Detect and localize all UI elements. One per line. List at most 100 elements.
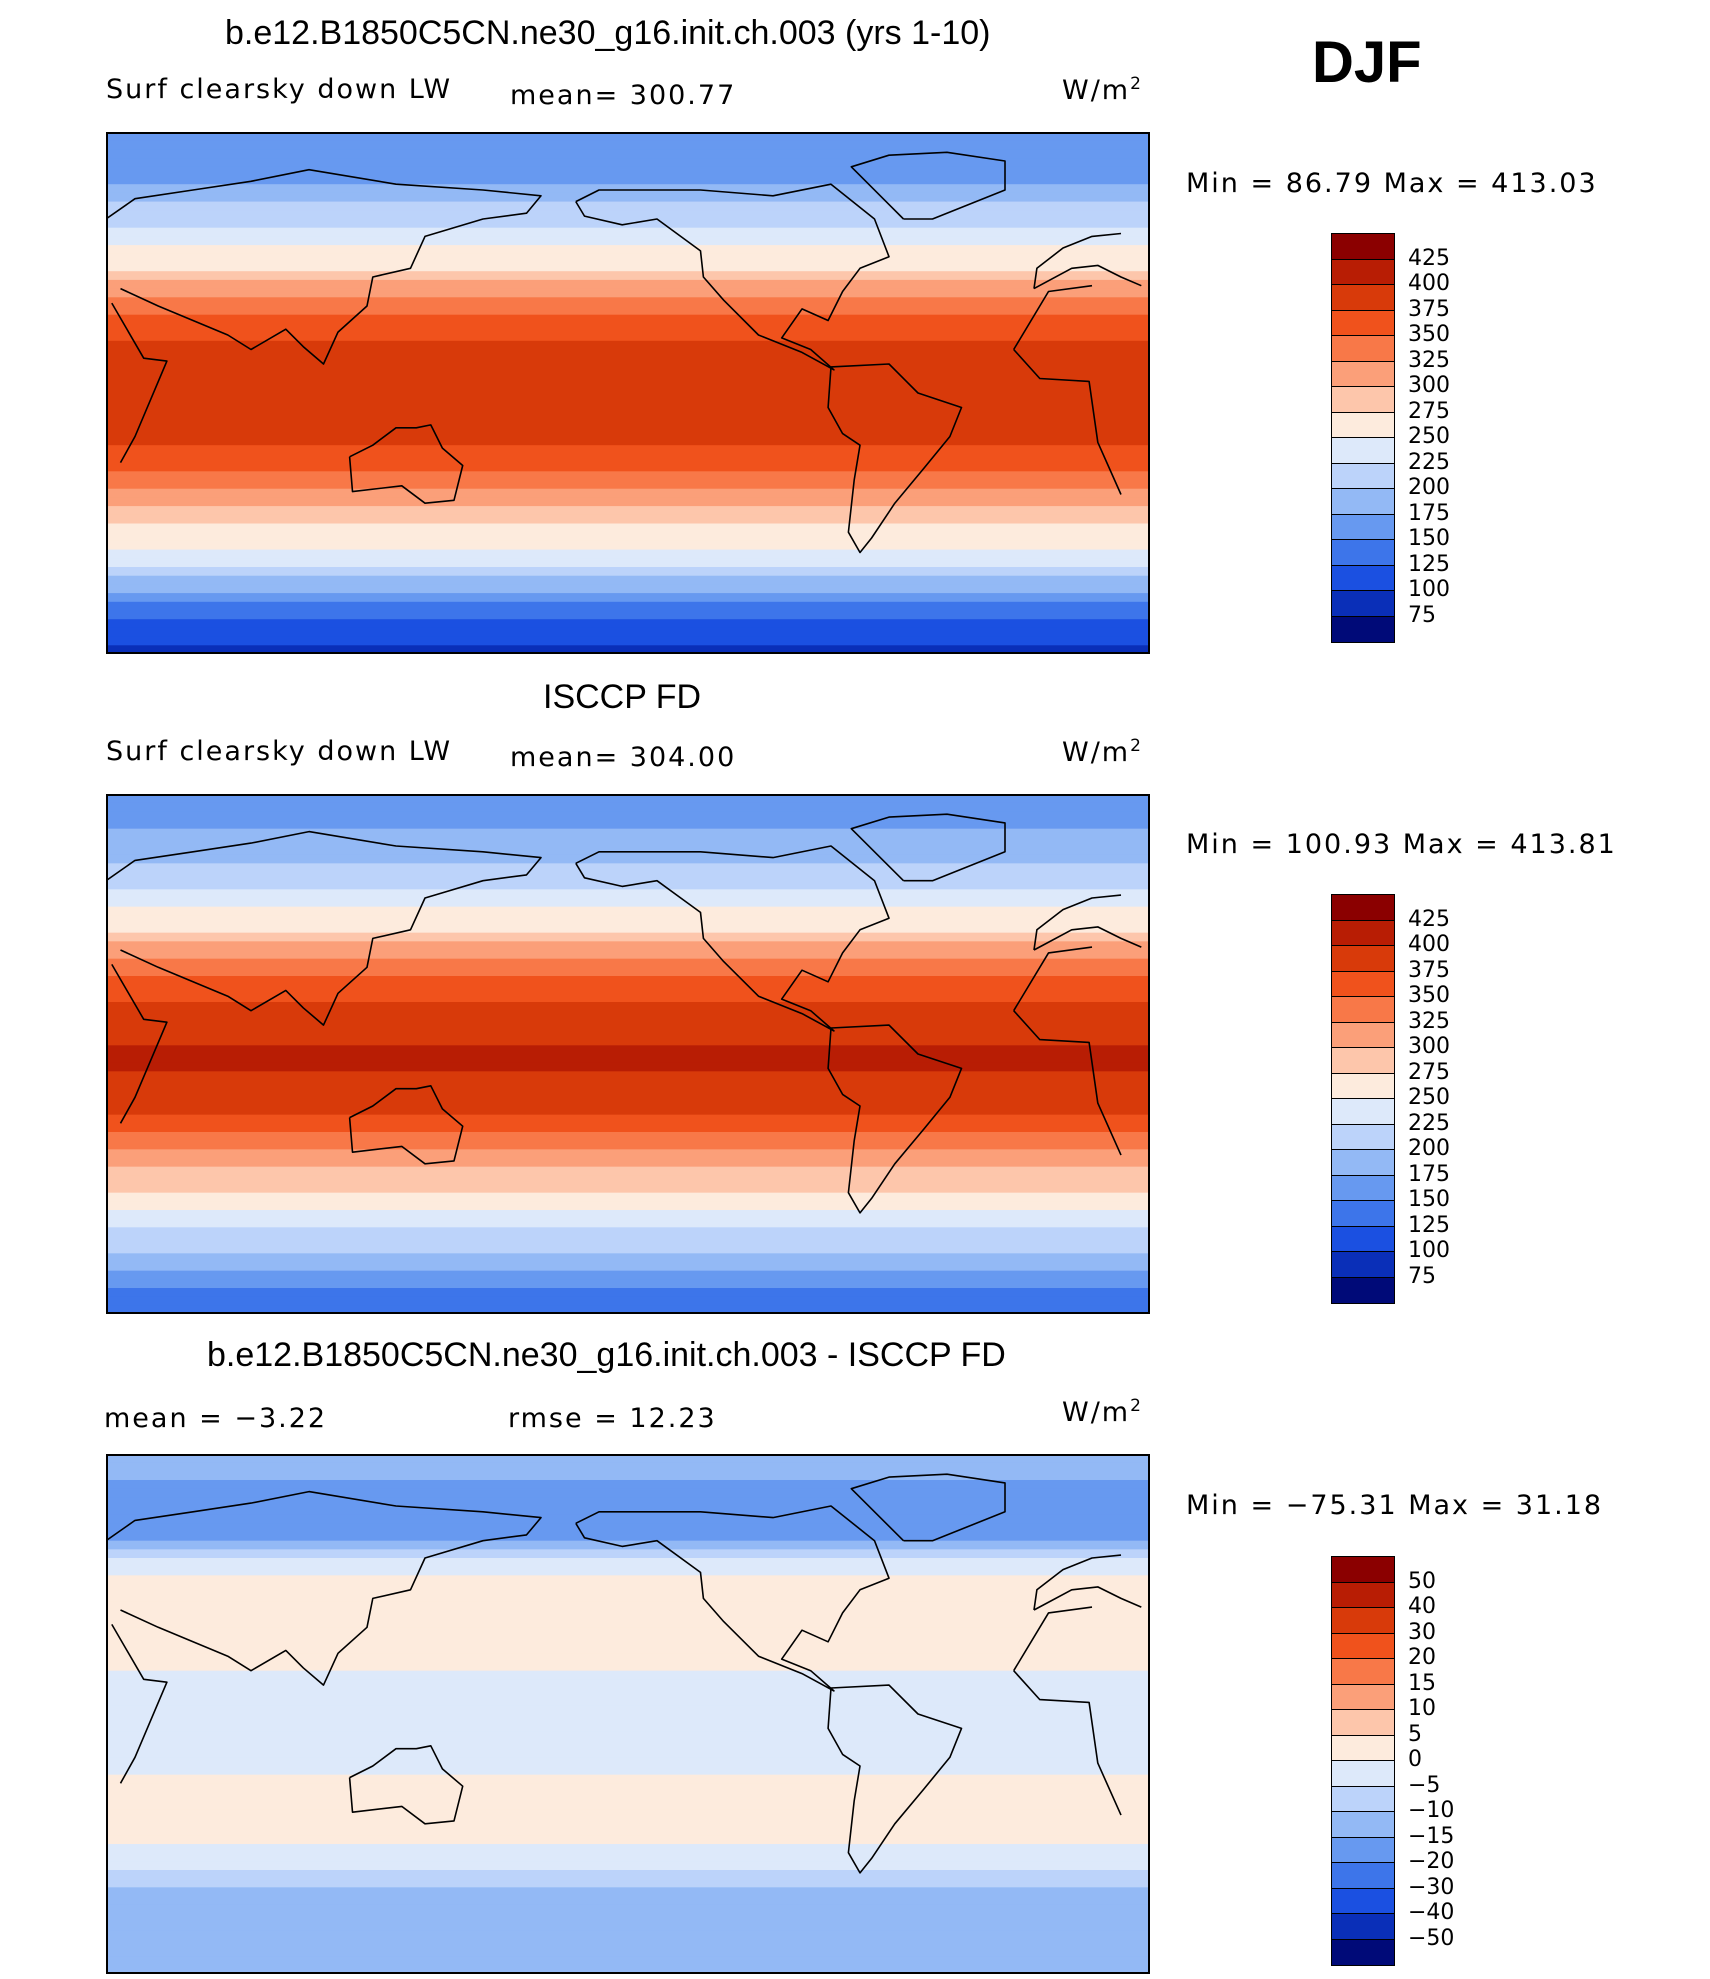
field-band — [106, 358, 1150, 368]
map-frame — [106, 794, 1150, 1314]
colorbar-tick-label: 350 — [1408, 322, 1450, 347]
colorbar-swatch — [1332, 412, 1394, 438]
coastline — [1033, 926, 1142, 951]
field-band — [106, 1913, 1150, 1923]
colorbar-tick-label: 175 — [1408, 1161, 1450, 1187]
field-band — [106, 1852, 1150, 1862]
panel-1-mean: mean= 300.77 — [510, 80, 737, 111]
field-band — [106, 1132, 1150, 1142]
colorbar-swatch — [1332, 1277, 1394, 1303]
field-band — [106, 1575, 1150, 1585]
colorbar-swatch — [1332, 1710, 1394, 1736]
colorbar-tick-label: 425 — [1408, 245, 1450, 271]
coastline — [1033, 232, 1122, 289]
coastline — [111, 302, 168, 463]
field-band — [106, 332, 1150, 342]
field-band — [106, 1714, 1150, 1724]
field-band — [106, 1826, 1150, 1836]
field-band — [106, 375, 1150, 385]
map-panel-1 — [106, 132, 1150, 654]
field-band — [106, 820, 1150, 830]
colorbar-swatch — [1332, 997, 1394, 1023]
field-band — [106, 1071, 1150, 1081]
field-band — [106, 1175, 1150, 1185]
field-band — [106, 1192, 1150, 1202]
field-band — [106, 1965, 1150, 1974]
coastline — [1033, 1586, 1142, 1611]
field-band — [106, 453, 1150, 464]
coastline — [348, 424, 464, 505]
field-band — [106, 846, 1150, 856]
colorbar-tick-label: 250 — [1408, 1085, 1450, 1110]
colorbar-tick-label: 30 — [1408, 1619, 1436, 1645]
colorbar-tick-label: 225 — [1408, 449, 1450, 475]
field-band — [106, 532, 1150, 542]
field-band — [106, 288, 1150, 298]
field-band — [106, 558, 1150, 568]
field-band — [106, 1488, 1150, 1498]
colorbar-tick-label: 175 — [1408, 500, 1450, 526]
coastline — [850, 151, 1006, 220]
coastline — [575, 1505, 890, 1692]
colorbar-swatch — [1332, 1914, 1394, 1940]
panel-1-variable: Surf clearsky down LW — [106, 74, 453, 105]
field-band — [106, 863, 1150, 873]
field-band — [106, 1861, 1150, 1871]
panel-2-variable: Surf clearsky down LW — [106, 736, 453, 767]
field-band — [106, 149, 1150, 159]
field-band — [106, 1904, 1150, 1914]
field-band — [106, 1688, 1150, 1698]
map-panel-2 — [106, 794, 1150, 1314]
colorbar-tick-label: 150 — [1408, 1187, 1450, 1212]
field-band — [106, 1870, 1150, 1880]
field-band — [106, 1262, 1150, 1272]
colorbar-swatch — [1332, 438, 1394, 464]
field-band — [106, 427, 1150, 438]
field-band — [106, 523, 1150, 533]
coastline — [1013, 1670, 1122, 1816]
season-label: DJF — [1312, 30, 1422, 95]
field-band — [106, 1270, 1150, 1280]
field-band — [106, 497, 1150, 507]
field-band — [106, 462, 1150, 472]
field-band — [106, 976, 1150, 986]
panel-3-mean: mean = −3.22 — [104, 1403, 328, 1434]
field-band — [106, 854, 1150, 864]
colorbar-swatch — [1332, 1684, 1394, 1710]
field-band — [106, 1731, 1150, 1741]
field-band — [106, 1757, 1150, 1767]
panel-3-units: W/m2 — [1062, 1396, 1143, 1428]
field-band — [106, 1930, 1150, 1940]
field-band — [106, 1592, 1150, 1602]
field-band — [106, 1296, 1150, 1306]
field-band — [106, 898, 1150, 908]
field-band — [106, 1636, 1150, 1646]
field-band — [106, 175, 1150, 185]
panel-1-title: b.e12.B1850C5CN.ne30_g16.init.ch.003 (yr… — [225, 14, 991, 52]
colorbar-swatch — [1332, 946, 1394, 972]
field-band — [106, 610, 1150, 620]
coastline — [106, 168, 542, 365]
colorbar-swatch — [1332, 971, 1394, 997]
colorbar-swatch — [1332, 1226, 1394, 1252]
field-band — [106, 1471, 1150, 1481]
field-band — [106, 1809, 1150, 1819]
colorbar-tick-label: 150 — [1408, 526, 1450, 551]
colorbar-3 — [1331, 1556, 1395, 1966]
coastline — [1013, 1010, 1122, 1156]
colorbar-swatch — [1332, 310, 1394, 336]
map-panel-3 — [106, 1454, 1150, 1974]
field-band — [106, 1045, 1150, 1055]
field-band — [106, 1210, 1150, 1220]
colorbar-swatch — [1332, 1608, 1394, 1634]
map-frame — [106, 132, 1150, 654]
map-frame — [106, 1454, 1150, 1974]
field-band — [106, 593, 1150, 603]
field-band — [106, 1601, 1150, 1611]
field-band — [106, 1800, 1150, 1810]
field-band — [106, 1818, 1150, 1828]
field-band — [106, 1201, 1150, 1211]
field-band — [106, 1184, 1150, 1194]
coastline — [827, 1024, 963, 1214]
field-band — [106, 794, 1150, 804]
